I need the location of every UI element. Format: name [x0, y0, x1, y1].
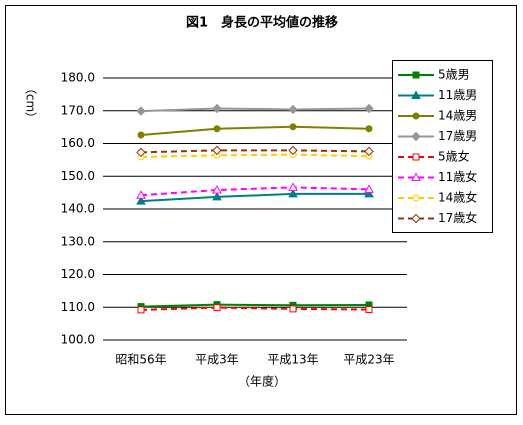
- data-point: [288, 188, 298, 198]
- y-axis-label: （cm）: [24, 82, 38, 124]
- data-point: [289, 123, 297, 131]
- data-point: [137, 306, 145, 314]
- legend-marker: [412, 71, 420, 79]
- series-line: [140, 303, 370, 308]
- y-tick-label: 140.0: [61, 202, 95, 216]
- legend-label: 17歳男: [438, 129, 477, 143]
- data-point: [365, 306, 373, 314]
- x-tick-label: 昭和56年: [115, 353, 166, 367]
- legend-label: 14歳女: [438, 190, 477, 205]
- y-tick-label: 160.0: [61, 136, 95, 150]
- legend-marker: [411, 131, 421, 142]
- data-point: [364, 188, 374, 198]
- series-line: [140, 107, 370, 113]
- legend-marker: [411, 213, 421, 224]
- legend-label: 14歳男: [438, 109, 477, 123]
- y-tick-label: 180.0: [61, 71, 95, 85]
- data-point: [213, 304, 221, 312]
- legend-label: 11歳男: [438, 88, 477, 102]
- x-tick-label: 平成3年: [195, 353, 239, 367]
- legend-label: 5歳女: [438, 149, 470, 164]
- x-tick-label: 平成13年: [267, 353, 318, 367]
- data-point: [212, 184, 222, 194]
- y-tick-label: 100.0: [61, 333, 95, 347]
- data-point: [365, 125, 373, 133]
- legend-marker: [411, 90, 421, 99]
- chart-title: 図1 身長の平均値の推移: [186, 15, 338, 31]
- legend-label: 5歳男: [438, 68, 470, 82]
- x-axis-label: （年度）: [238, 374, 286, 389]
- data-point: [364, 146, 374, 157]
- y-tick-label: 120.0: [61, 267, 95, 281]
- y-tick-label: 110.0: [61, 300, 95, 314]
- data-point: [137, 131, 145, 139]
- data-point: [289, 305, 297, 313]
- series-line: [140, 192, 369, 203]
- data-point: [213, 125, 221, 133]
- data-point: [136, 190, 146, 199]
- legend-marker: [412, 153, 420, 161]
- data-point: [364, 103, 374, 114]
- data-point: [136, 196, 146, 205]
- data-point: [364, 184, 374, 193]
- y-tick-label: 130.0: [61, 234, 95, 248]
- data-point: [288, 182, 298, 191]
- y-tick-label: 170.0: [61, 103, 95, 117]
- data-point: [212, 191, 222, 201]
- y-tick-label: 150.0: [61, 169, 95, 183]
- data-point: [212, 103, 222, 114]
- series-line: [140, 149, 370, 154]
- series-line: [140, 186, 370, 197]
- data-point: [136, 106, 146, 116]
- legend-marker: [411, 172, 421, 181]
- legend: [392, 60, 493, 233]
- legend-marker: [412, 112, 420, 120]
- legend-marker: [412, 194, 420, 202]
- series-line: [140, 306, 370, 311]
- legend-label: 11歳女: [438, 169, 477, 184]
- data-point: [136, 147, 146, 158]
- data-point: [212, 145, 222, 156]
- data-point: [288, 104, 298, 115]
- x-tick-label: 平成23年: [343, 353, 394, 367]
- data-point: [288, 145, 298, 156]
- series-line: [140, 153, 370, 158]
- series-line: [140, 125, 370, 136]
- legend-label: 17歳女: [438, 210, 477, 225]
